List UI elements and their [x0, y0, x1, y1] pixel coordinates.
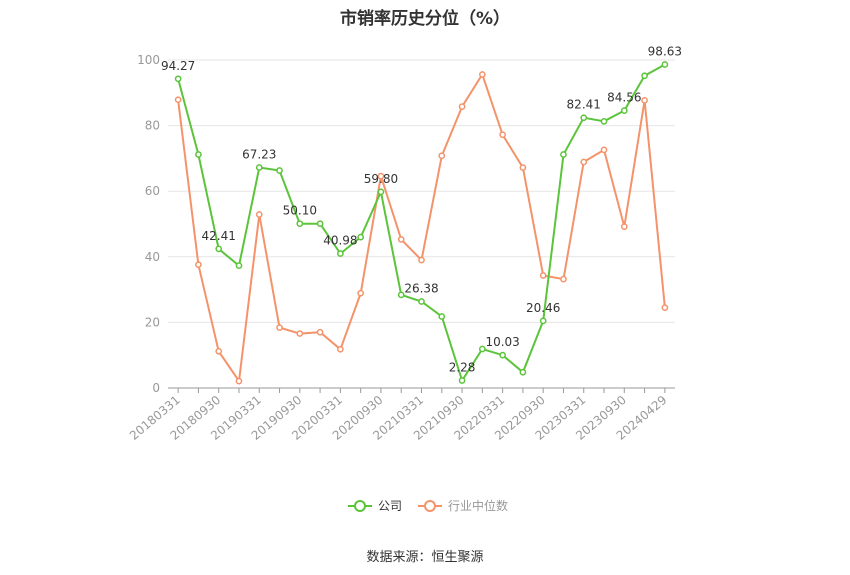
data-point	[519, 368, 527, 376]
data-point	[499, 351, 506, 359]
data-point	[276, 167, 283, 174]
data-point	[195, 151, 202, 158]
chart-title: 市销率历史分位（%）	[339, 9, 511, 29]
data-point	[296, 330, 304, 337]
data-label: 98.63	[648, 44, 682, 58]
data-source: 数据来源：恒生聚源	[366, 550, 484, 565]
data-label: 10.03	[485, 335, 519, 349]
data-point	[377, 188, 385, 196]
data-point	[215, 245, 223, 253]
data-point	[316, 220, 324, 228]
data-point	[255, 164, 263, 171]
data-point	[235, 377, 243, 385]
data-point	[661, 61, 669, 68]
data-point	[519, 164, 527, 171]
data-point	[397, 291, 405, 299]
data-point	[499, 131, 506, 139]
data-point	[580, 158, 588, 166]
data-point	[255, 211, 263, 218]
data-point	[195, 261, 202, 269]
data-point	[478, 71, 486, 78]
data-point	[478, 345, 486, 353]
legend-label: 公司	[378, 499, 402, 513]
data-point	[580, 114, 588, 122]
data-point	[418, 298, 425, 305]
data-point	[174, 75, 182, 83]
legend-marker	[354, 500, 366, 512]
data-point	[661, 304, 669, 311]
data-point	[276, 324, 283, 331]
data-label: 40.98	[323, 234, 357, 248]
data-point	[337, 345, 344, 353]
data-label: 50.10	[283, 204, 317, 218]
data-point	[438, 313, 446, 320]
data-point	[620, 223, 628, 230]
data-point	[560, 151, 567, 158]
data-point	[641, 96, 648, 104]
data-label: 94.27	[161, 59, 195, 73]
data-point	[458, 103, 466, 110]
data-point	[539, 272, 547, 279]
y-tick-label: 20	[145, 315, 160, 329]
data-point	[539, 317, 547, 325]
data-label: 59.80	[364, 172, 398, 186]
data-point	[357, 233, 365, 241]
data-label: 26.38	[404, 281, 438, 295]
data-label: 84.56	[607, 91, 641, 105]
data-point	[418, 256, 425, 264]
data-point	[235, 262, 243, 270]
data-point	[620, 107, 628, 114]
data-point	[641, 72, 648, 80]
data-point	[357, 289, 365, 297]
data-point	[316, 328, 324, 336]
data-label: 20.46	[526, 301, 560, 315]
y-tick-label: 80	[145, 119, 160, 133]
data-point	[438, 152, 446, 160]
y-tick-label: 0	[152, 381, 160, 395]
data-point	[215, 347, 223, 355]
data-point	[458, 377, 466, 384]
legend-marker	[424, 500, 436, 512]
data-label: 2.28	[449, 361, 476, 375]
data-point	[377, 172, 385, 180]
data-label: 42.41	[202, 229, 236, 243]
data-point	[296, 220, 304, 228]
data-label: 67.23	[242, 147, 276, 161]
y-tick-label: 60	[145, 184, 160, 198]
data-point	[560, 275, 567, 283]
data-point	[397, 236, 405, 243]
y-tick-label: 100	[137, 53, 160, 67]
data-label: 82.41	[567, 98, 601, 112]
y-tick-label: 40	[145, 250, 160, 264]
data-point	[174, 96, 182, 104]
data-point	[600, 117, 608, 125]
series-line-industry-median	[177, 72, 666, 384]
legend-label: 行业中位数	[448, 498, 508, 513]
data-point	[337, 250, 344, 257]
data-point	[600, 146, 608, 154]
series-line-company	[177, 63, 666, 383]
